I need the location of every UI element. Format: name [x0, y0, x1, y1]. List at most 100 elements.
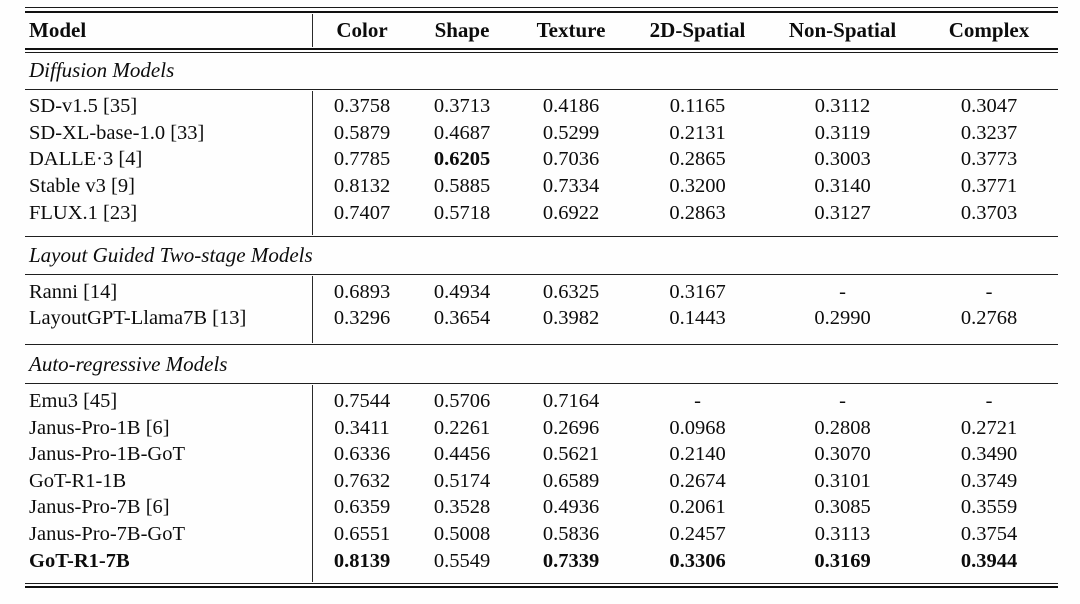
table-row: SD-v1.5 [35] 0.3758 0.3713 0.4186 0.1165… [25, 94, 1058, 121]
score-cell: 0.8132 [333, 175, 391, 198]
score-cell: 0.3047 [960, 95, 1018, 118]
model-name: Janus-Pro-1B [6] [29, 416, 170, 439]
score-cell: 0.6336 [333, 443, 391, 466]
score-cell: 0.3003 [814, 148, 871, 171]
section-title-layout-guided: Layout Guided Two-stage Models [29, 243, 313, 268]
score-cell: 0.3654 [433, 307, 491, 330]
benchmark-table: Model Color Shape Texture 2D-Spatial Non… [25, 7, 1058, 589]
score-cell: 0.3490 [960, 443, 1018, 466]
score-cell: 0.2061 [669, 496, 726, 519]
table-row: FLUX.1 [23] 0.7407 0.5718 0.6922 0.2863 … [25, 200, 1058, 227]
score-cell: 0.3528 [433, 496, 491, 519]
score-cell: 0.3127 [814, 201, 871, 224]
score-cell: 0.2131 [669, 121, 726, 144]
model-name: DALLE·3 [4] [29, 148, 143, 171]
table-row: SD-XL-base-1.0 [33] 0.5879 0.4687 0.5299… [25, 120, 1058, 147]
score-cell: 0.2140 [669, 443, 726, 466]
score-cell-best: 0.6205 [433, 148, 491, 171]
score-cell: 0.4936 [542, 496, 600, 519]
score-cell: 0.3703 [960, 201, 1018, 224]
section-rule [25, 273, 1058, 275]
table-bottom-rule [25, 583, 1058, 589]
table-row: Stable v3 [9] 0.8132 0.5885 0.7334 0.320… [25, 173, 1058, 200]
header-non-spatial: Non-Spatial [788, 18, 897, 42]
score-cell: 0.3758 [333, 95, 391, 118]
model-name: Stable v3 [9] [29, 175, 135, 198]
table-top-rule [25, 7, 1058, 13]
score-cell: 0.7036 [542, 148, 600, 171]
score-cell: 0.5549 [433, 549, 491, 572]
column-divider [312, 14, 313, 47]
score-cell-best: 0.7339 [542, 549, 600, 572]
score-cell: 0.5879 [333, 121, 391, 144]
score-cell: 0.3296 [333, 307, 391, 330]
table-row: Janus-Pro-7B-GoT 0.6551 0.5008 0.5836 0.… [25, 521, 1058, 548]
score-cell: 0.2865 [669, 148, 726, 171]
score-cell: - [839, 280, 846, 303]
model-name: Ranni [14] [29, 280, 118, 303]
header-complex: Complex [948, 18, 1030, 42]
score-cell: 0.2990 [814, 307, 871, 330]
score-cell: 0.3140 [814, 175, 871, 198]
table-row: Ranni [14] 0.6893 0.4934 0.6325 0.3167 -… [25, 279, 1058, 306]
model-name: SD-v1.5 [35] [29, 95, 138, 118]
score-cell-best: 0.3306 [669, 549, 726, 572]
score-cell: 0.3749 [960, 469, 1018, 492]
model-name: GoT-R1-1B [29, 469, 127, 492]
table-row: Janus-Pro-1B [6] 0.3411 0.2261 0.2696 0.… [25, 415, 1058, 442]
table-row: Janus-Pro-7B [6] 0.6359 0.3528 0.4936 0.… [25, 495, 1058, 522]
score-cell: 0.3771 [960, 175, 1018, 198]
table-row: LayoutGPT-Llama7B [13] 0.3296 0.3654 0.3… [25, 306, 1058, 333]
score-cell: 0.1165 [669, 95, 726, 118]
header-model: Model [29, 18, 87, 42]
score-cell: 0.5836 [542, 522, 600, 545]
table-header-row: Model Color Shape Texture 2D-Spatial Non… [25, 13, 1058, 48]
score-cell: 0.7407 [333, 201, 391, 224]
score-cell: 0.2674 [669, 469, 726, 492]
score-cell: - [985, 389, 993, 412]
table-row-highlight: GoT-R1-7B 0.8139 0.5549 0.7339 0.3306 0.… [25, 548, 1058, 575]
score-cell: 0.3773 [960, 148, 1018, 171]
score-cell: 0.3982 [542, 307, 600, 330]
score-cell: 0.5008 [433, 522, 491, 545]
model-name: Emu3 [45] [29, 389, 118, 412]
header-bottom-rule [25, 48, 1058, 53]
score-cell: 0.4687 [433, 121, 491, 144]
score-cell: 0.3713 [433, 95, 491, 118]
score-cell: 0.5706 [433, 389, 491, 412]
score-cell: 0.3119 [814, 121, 871, 144]
score-cell-best: 0.3169 [814, 549, 871, 572]
score-cell: 0.6922 [542, 201, 600, 224]
score-cell: 0.5885 [433, 175, 491, 198]
score-cell: 0.2863 [669, 201, 726, 224]
score-cell: 0.3070 [814, 443, 871, 466]
model-name: FLUX.1 [23] [29, 201, 138, 224]
score-cell: 0.1443 [669, 307, 726, 330]
section-rule [25, 88, 1058, 90]
model-name: SD-XL-base-1.0 [33] [29, 121, 205, 144]
score-cell: 0.6325 [542, 280, 600, 303]
section-body-auto-regressive: Emu3 [45] 0.7544 0.5706 0.7164 - - - Jan… [25, 384, 1058, 583]
model-name: Janus-Pro-7B-GoT [29, 522, 186, 545]
score-cell: 0.2721 [960, 416, 1018, 439]
score-cell: 0.0968 [669, 416, 726, 439]
header-color: Color [336, 18, 388, 42]
score-cell: 0.5174 [433, 469, 491, 492]
score-cell: 0.7334 [542, 175, 600, 198]
score-cell: 0.5718 [433, 201, 491, 224]
model-name: LayoutGPT-Llama7B [13] [29, 307, 247, 330]
section-rule [25, 383, 1058, 385]
header-2d-spatial: 2D-Spatial [649, 18, 746, 42]
score-cell: 0.6893 [333, 280, 391, 303]
score-cell-best: 0.8139 [333, 549, 391, 572]
score-cell: 0.2261 [433, 416, 491, 439]
score-cell: 0.7544 [333, 389, 391, 412]
section-rule [25, 344, 1058, 346]
table-row: Janus-Pro-1B-GoT 0.6336 0.4456 0.5621 0.… [25, 441, 1058, 468]
score-cell: 0.2457 [669, 522, 726, 545]
score-cell: 0.3237 [960, 121, 1018, 144]
score-cell: 0.7164 [542, 389, 600, 412]
model-name: Janus-Pro-7B [6] [29, 496, 170, 519]
score-cell: 0.3411 [334, 416, 390, 439]
